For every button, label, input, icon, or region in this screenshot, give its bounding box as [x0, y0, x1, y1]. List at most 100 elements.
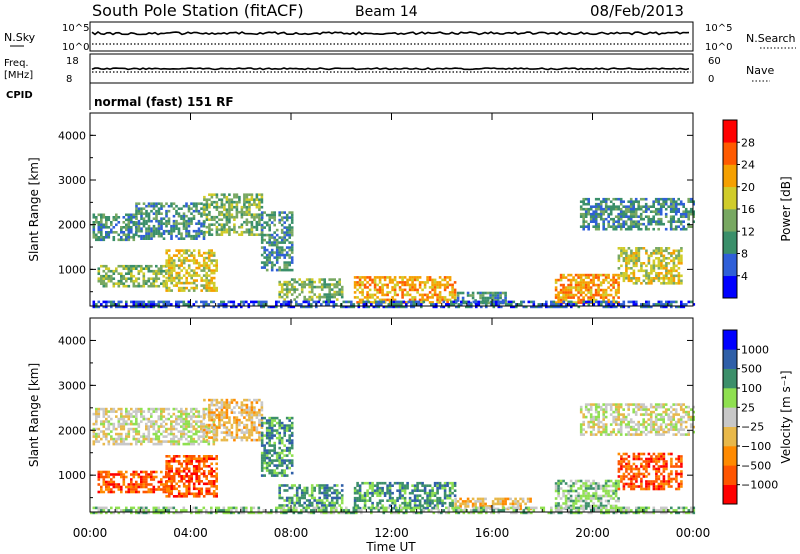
power-panel: 1000 2000 3000 4000 Slant Range [km] 4 8 12 16 20…	[27, 112, 793, 309]
power-region-4	[165, 249, 218, 292]
velocity-scatter-data	[90, 398, 696, 515]
power-colorbar-tick-label-5: 24	[741, 159, 755, 172]
x-tick-label-4: 16:00	[475, 526, 510, 540]
velocity-colorbar-segment-5	[723, 388, 737, 408]
velocity-colorbar-tick-label-6: −500	[741, 459, 771, 472]
velocity-region-5	[278, 484, 344, 507]
power-colorbar-segment-7	[723, 120, 737, 143]
velocity-y-tick-label-0: 1000	[58, 469, 86, 482]
power-region-11	[579, 197, 695, 231]
power-region-12	[92, 300, 696, 309]
cpid-label: CPID	[6, 90, 33, 101]
cpid-text: normal (fast) 151 RF	[94, 95, 234, 109]
nave-tick-bottom: 0	[708, 74, 714, 85]
nave-tick-top: 60	[708, 56, 721, 67]
velocity-region-6	[353, 481, 457, 510]
nsearch-tick-bottom: 10^0	[705, 42, 732, 53]
power-region-2	[203, 193, 264, 236]
power-colorbar-segment-3	[723, 209, 737, 232]
freq-label-line1: Freq.	[4, 58, 29, 69]
power-y-tick-label-2: 3000	[58, 174, 86, 187]
velocity-y-tick-label-1: 2000	[58, 424, 86, 437]
power-colorbar-tick-label-1: 8	[741, 248, 748, 261]
velocity-region-7	[454, 497, 532, 511]
power-region-1	[135, 202, 206, 240]
power-region-7	[353, 276, 457, 304]
x-tick-label-6: 00:00	[676, 526, 711, 540]
x-tick-label-0: 00:00	[73, 526, 108, 540]
x-tick-label-5: 20:00	[575, 526, 610, 540]
power-colorbar: 4 8 12 16 20 24 28 Power [dB]	[722, 119, 793, 299]
freq-tick-bottom: 8	[66, 74, 72, 85]
velocity-colorbar-tick-label-7: −1000	[741, 479, 778, 492]
velocity-region-1	[203, 398, 264, 442]
velocity-region-3	[165, 455, 218, 498]
velocity-y-axis-label: Slant Range [km]	[27, 363, 41, 467]
velocity-colorbar-segment-0	[723, 484, 737, 505]
beam-label: Beam 14	[355, 4, 418, 20]
power-y-axis-label: Slant Range [km]	[27, 157, 41, 261]
freq-label-line2: [MHz]	[4, 70, 33, 81]
power-region-10	[617, 247, 683, 285]
velocity-colorbar-segment-8	[723, 330, 737, 350]
velocity-colorbar-label: Velocity [m s⁻¹]	[779, 370, 793, 463]
power-colorbar-tick-label-3: 16	[741, 203, 755, 216]
power-colorbar-tick-label-0: 4	[741, 270, 748, 283]
figure-title: South Pole Station (fitACF)	[92, 1, 304, 20]
velocity-y-tick-label-3: 4000	[58, 334, 86, 347]
date-label: 08/Feb/2013	[590, 2, 684, 20]
velocity-colorbar-segment-4	[723, 407, 737, 427]
nsky-panel-frame	[89, 21, 694, 52]
power-colorbar-segment-0	[723, 275, 737, 299]
nsky-trace	[91, 31, 690, 36]
nsky-tick-top: 10^5	[62, 23, 89, 34]
power-y-tick-label-0: 1000	[58, 263, 86, 276]
velocity-colorbar-tick-label-3: 25	[741, 401, 755, 414]
velocity-region-2	[97, 470, 168, 494]
power-region-9	[554, 273, 620, 304]
x-tick-label-3: 12:00	[374, 526, 409, 540]
velocity-region-0	[92, 407, 218, 446]
nsky-tick-bottom: 10^0	[62, 42, 89, 53]
velocity-colorbar-tick-label-2: 100	[741, 382, 762, 395]
power-colorbar-segment-4	[723, 186, 737, 210]
power-colorbar-tick-label-2: 12	[741, 225, 755, 238]
velocity-y-tick-label-2: 3000	[58, 379, 86, 392]
velocity-region-10	[579, 403, 695, 436]
power-colorbar-segment-5	[723, 164, 737, 188]
power-region-5	[260, 211, 294, 272]
velocity-colorbar: 1000 500 100 25 −25 −100 −500 −1000 Velocity [m …	[722, 329, 793, 505]
power-region-3	[97, 264, 168, 288]
x-tick-label-2: 08:00	[274, 526, 309, 540]
velocity-colorbar-segment-6	[723, 368, 737, 389]
top-panel-traces	[91, 31, 691, 73]
velocity-colorbar-segment-2	[723, 446, 737, 466]
velocity-colorbar-tick-label-1: 500	[741, 363, 762, 376]
velocity-colorbar-segment-1	[723, 465, 737, 485]
power-y-tick-label-1: 2000	[58, 219, 86, 232]
velocity-colorbar-frame	[722, 329, 738, 505]
velocity-region-4	[260, 416, 294, 477]
velocity-region-9	[617, 452, 683, 491]
velocity-colorbar-tick-label-0: 1000	[741, 343, 769, 356]
velocity-region-8	[554, 479, 620, 510]
power-region-6	[278, 278, 344, 301]
power-scatter-data	[92, 193, 696, 309]
nsearch-tick-top: 10^5	[705, 23, 732, 34]
freq-tick-top: 18	[66, 56, 79, 67]
power-colorbar-tick-label-4: 20	[741, 181, 755, 194]
velocity-colorbar-segment-7	[723, 349, 737, 369]
velocity-region-11	[90, 506, 696, 515]
power-colorbar-segment-6	[723, 142, 737, 165]
velocity-panel: 00:00 04:00 08:00 12:00 16:00 20:00 00:00 1000 2…	[27, 317, 793, 540]
nsky-label: N.Sky	[4, 31, 36, 44]
time-axis-label: Time UT	[365, 540, 416, 554]
velocity-colorbar-tick-label-5: −100	[741, 440, 771, 453]
nave-label: Nave	[746, 64, 774, 77]
power-colorbar-tick-label-6: 28	[741, 136, 755, 149]
freq-panel-frame	[89, 53, 694, 84]
freq-trace	[91, 67, 690, 71]
power-colorbar-segment-1	[723, 253, 737, 277]
x-tick-label-1: 04:00	[173, 526, 208, 540]
